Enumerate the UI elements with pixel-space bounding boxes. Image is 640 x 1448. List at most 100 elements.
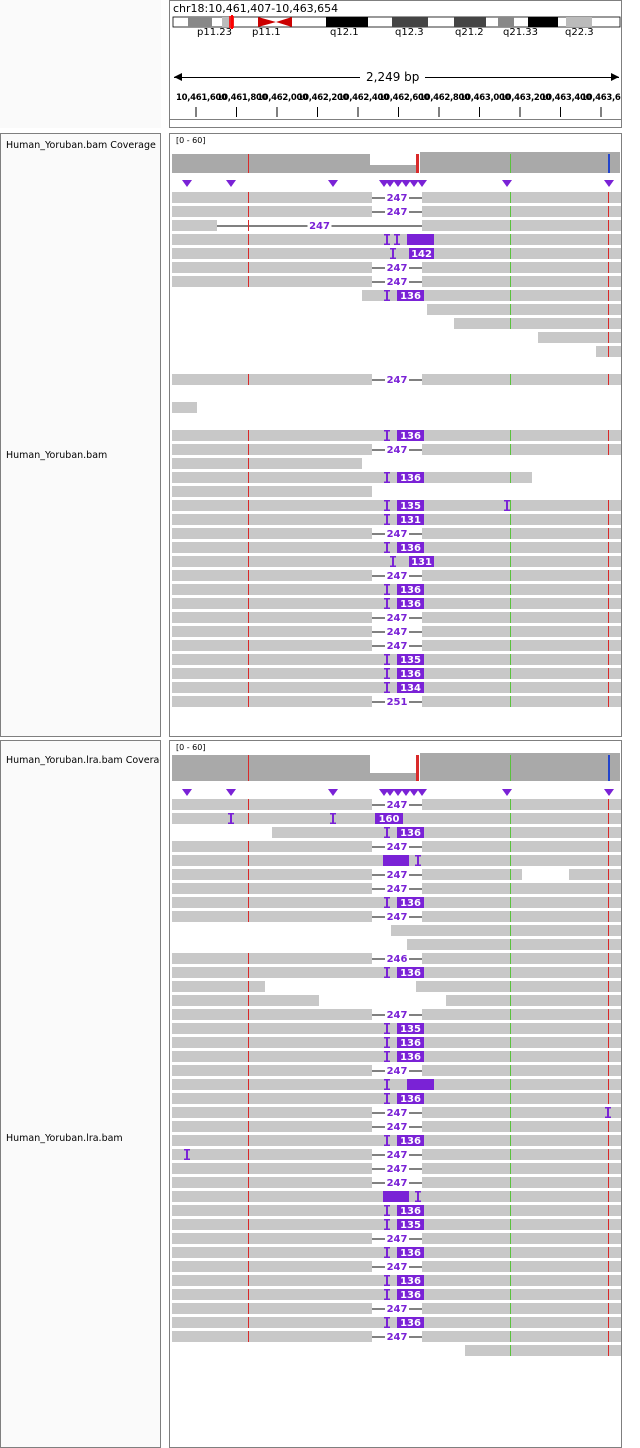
read-mismatch (248, 234, 249, 245)
read-label: 136 (400, 1206, 421, 1217)
read-mismatch (608, 318, 609, 329)
read (172, 1023, 621, 1034)
read-mismatch (510, 1247, 511, 1258)
insertion-bar (386, 584, 388, 595)
alignment-view[interactable]: 2472472471422472471362471362471361351312… (170, 134, 622, 737)
read-row: 136 (172, 1135, 621, 1147)
read (172, 192, 372, 203)
ideogram[interactable] (170, 15, 622, 35)
read-mismatch (608, 981, 609, 992)
insertion-box (397, 1219, 424, 1230)
read-mismatch (248, 995, 249, 1006)
read-mismatch (510, 570, 511, 581)
ruler-tick-label: 10,463,600 (581, 93, 621, 103)
read-label: 135 (400, 1220, 421, 1231)
insertion-marker (409, 789, 419, 796)
read-mismatch (510, 682, 511, 693)
read-mismatch (510, 1009, 511, 1020)
insertion-box (397, 598, 424, 609)
read (172, 1065, 372, 1076)
read-mismatch (510, 374, 511, 385)
read-mismatch (248, 458, 249, 469)
read (172, 1219, 621, 1230)
read-mismatch (510, 234, 511, 245)
insertion-box (397, 430, 424, 441)
read-row: 135 (172, 1023, 621, 1035)
read-mismatch (248, 528, 249, 539)
alignment-view-lra[interactable]: 2471601362472472471362472461362471351361… (170, 741, 622, 1448)
read-mismatch (608, 841, 609, 852)
alignment-track-name[interactable]: Human_Yoruban.bam (6, 450, 108, 461)
alignment-track-name-lra[interactable]: Human_Yoruban.lra.bam (6, 1133, 123, 1144)
read-label: 247 (387, 1164, 408, 1175)
read-mismatch (510, 1037, 511, 1048)
read (538, 332, 621, 343)
read-label: 247 (387, 375, 408, 386)
read-mismatch (248, 1191, 249, 1202)
read-mismatch (248, 584, 249, 595)
read-mismatch (608, 262, 609, 273)
read-row: 247 (172, 869, 621, 881)
insertion-box (397, 682, 424, 693)
read-mismatch (510, 1163, 511, 1174)
read-label: 247 (387, 277, 408, 288)
read-label: 247 (387, 1150, 408, 1161)
read-label: 135 (400, 1024, 421, 1035)
read-mismatch (608, 1345, 609, 1356)
read-mismatch (608, 1247, 609, 1258)
read-mismatch (608, 556, 609, 567)
read-row: 136 (172, 897, 621, 909)
read-mismatch (608, 332, 609, 343)
read-mismatch (608, 570, 609, 581)
read-mismatch (248, 696, 249, 707)
track1-data-panel[interactable]: [0 - 60] 247 247 247 142 247 247 136 247 136 247 1… (169, 133, 622, 737)
read-mismatch (608, 855, 609, 866)
read-label: 251 (387, 697, 408, 708)
read (422, 911, 621, 922)
read-mismatch (608, 1219, 609, 1230)
insertion-box (397, 1135, 424, 1146)
cytoband-label: p11.23 (197, 27, 232, 38)
insertion-box (397, 542, 424, 553)
cytoband-label: q22.3 (565, 27, 594, 38)
read-mismatch (510, 855, 511, 866)
insertion-marker (417, 180, 427, 187)
read-mismatch (608, 883, 609, 894)
read-row: 247 (172, 206, 621, 218)
read-mismatch (510, 220, 511, 231)
read (362, 290, 621, 301)
read-mismatch (248, 276, 249, 287)
read (422, 841, 621, 852)
read-label: 136 (400, 968, 421, 979)
read-mismatch (608, 500, 609, 511)
read-mismatch (608, 1037, 609, 1048)
read-mismatch (510, 827, 511, 838)
coverage-track-name-lra[interactable]: Human_Yoruban.lra.bam Coverage (6, 755, 161, 766)
coverage-bar (420, 152, 620, 173)
read (172, 1261, 372, 1272)
read-row: 136 (272, 827, 621, 839)
read-mismatch (510, 1345, 511, 1356)
coverage-track-name[interactable]: Human_Yoruban.bam Coverage (6, 140, 156, 151)
locus-label[interactable]: chr18:10,461,407-10,463,654 (173, 2, 339, 15)
insertion-bar (506, 500, 508, 511)
track2-data-panel[interactable]: [0 - 60] 247 160 136 247 247 247 136 247 246 136 2… (169, 740, 622, 1448)
read-mismatch (608, 911, 609, 922)
read-mismatch (608, 248, 609, 259)
insertion-marker (409, 180, 419, 187)
read-mismatch (248, 1261, 249, 1272)
read-mismatch (510, 883, 511, 894)
insertion-marker (226, 180, 236, 187)
read-label: 136 (400, 599, 421, 610)
read-label: 136 (400, 1276, 421, 1287)
read-label: 136 (400, 1248, 421, 1259)
insertion-bar (386, 827, 388, 838)
read-label: 247 (387, 1178, 408, 1189)
read-mismatch (248, 883, 249, 894)
read (422, 1233, 621, 1244)
read-row: 136 (172, 1289, 621, 1301)
read-mismatch (608, 1093, 609, 1104)
read-row: 135 (172, 654, 621, 666)
insertion-bar (386, 542, 388, 553)
read (407, 939, 621, 950)
